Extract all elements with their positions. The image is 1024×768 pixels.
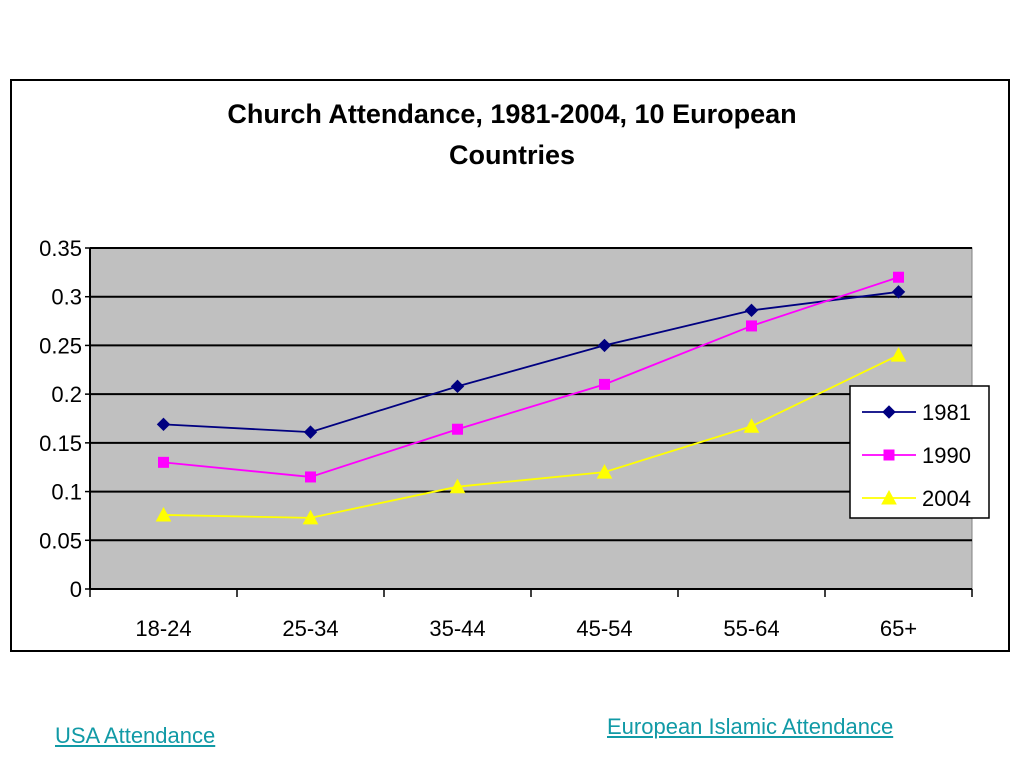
data-point — [891, 285, 906, 299]
y-tick-label: 0.2 — [51, 382, 82, 407]
legend-marker — [881, 489, 897, 505]
data-point — [302, 509, 319, 525]
series-2004 — [155, 347, 907, 525]
usa-attendance-link[interactable]: USA Attendance — [55, 723, 216, 748]
x-tick-label: 55-64 — [723, 616, 779, 641]
data-point — [746, 320, 757, 332]
plot-area — [89, 247, 973, 590]
y-tick-label: 0.3 — [51, 285, 82, 310]
series-1981 — [156, 285, 906, 439]
legend — [849, 385, 990, 519]
chart-title-line: Church Attendance, 1981-2004, 10 Europea… — [227, 99, 796, 129]
data-point — [158, 456, 169, 468]
y-tick-label: 0.1 — [51, 480, 82, 505]
european-islamic-attendance-link[interactable]: European Islamic Attendance — [607, 714, 894, 739]
series-line-2004 — [163, 354, 899, 519]
legend-marker — [883, 449, 895, 461]
series-1990 — [158, 271, 904, 483]
data-point — [893, 271, 904, 283]
data-point — [890, 347, 907, 362]
data-point — [596, 464, 613, 479]
legend-marker — [882, 405, 896, 419]
y-tick-label: 0 — [70, 577, 82, 602]
x-tick-label: 35-44 — [429, 616, 485, 641]
legend-label: 1990 — [922, 443, 971, 468]
data-point — [156, 417, 171, 432]
x-tick-label: 18-24 — [135, 616, 191, 641]
chart-title-line: Countries — [449, 140, 575, 170]
series-line-1990 — [163, 276, 899, 478]
data-point — [744, 303, 759, 318]
x-tick-label: 65+ — [880, 616, 917, 641]
line-chart: Church Attendance, 1981-2004, 10 Europea… — [39, 99, 990, 641]
data-point — [450, 379, 465, 394]
data-point — [743, 418, 760, 433]
data-point — [303, 425, 318, 439]
data-point — [449, 478, 466, 494]
y-tick-label: 0.05 — [39, 528, 82, 553]
data-point — [305, 471, 316, 483]
y-tick-label: 0.35 — [39, 236, 82, 261]
legend-label: 2004 — [922, 486, 971, 511]
data-point — [155, 506, 172, 522]
data-point — [452, 423, 463, 435]
y-tick-label: 0.15 — [39, 431, 82, 456]
legend-label: 1981 — [922, 400, 971, 425]
data-point — [599, 378, 610, 390]
y-tick-label: 0.25 — [39, 333, 82, 358]
chart-frame: Church Attendance, 1981-2004, 10 Europea… — [10, 79, 1010, 652]
x-tick-label: 45-54 — [576, 616, 632, 641]
x-tick-label: 25-34 — [282, 616, 338, 641]
data-point — [597, 338, 612, 353]
series-line-1981 — [163, 290, 899, 434]
